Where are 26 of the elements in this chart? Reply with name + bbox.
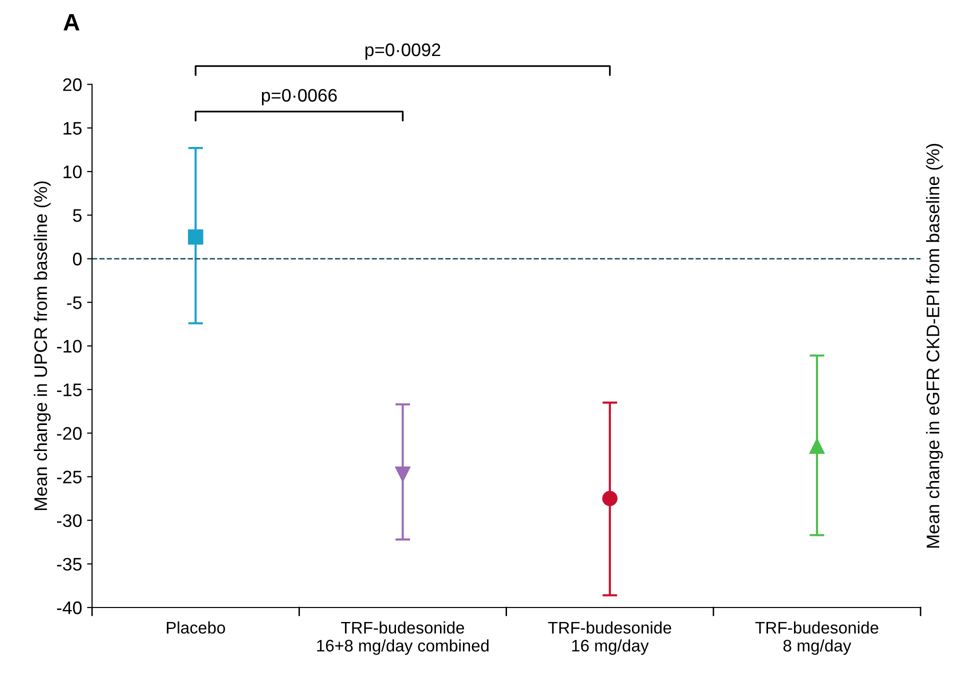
annotation: p=0·0066 (262, 88, 337, 106)
x-tick-label: TRF-budesonide 16 mg/day (548, 621, 672, 655)
y-axis-title: Mean change in UPCR from baseline (%) (34, 181, 51, 510)
y-tick-label: 5 (73, 209, 82, 222)
y-tick-label: 0 (72, 252, 82, 266)
x-tick-label: TRF-budesonide 8 mg/day (755, 621, 878, 655)
y-tick-label: -10 (57, 340, 82, 353)
y-tick-label: 10 (64, 165, 82, 178)
y-tick-label: -5 (67, 296, 82, 310)
y-tick-label: -20 (57, 427, 82, 440)
point (602, 490, 618, 506)
point (395, 466, 410, 482)
y-tick-label: -25 (57, 470, 82, 484)
y-tick-label: -30 (57, 514, 82, 528)
y-tick-label: 20 (63, 78, 82, 92)
point (188, 229, 204, 245)
point (809, 438, 825, 454)
y-tick-label: -35 (57, 558, 82, 571)
text: p=0·0092 (366, 43, 440, 60)
y2-axis-title: Mean change in eGFR CKD-EPI from baseline (%) (926, 144, 943, 548)
x-tick-label: Placebo (166, 621, 226, 634)
y-tick-label: -15 (57, 384, 82, 396)
y-tick-label: 15 (64, 122, 82, 135)
chart-title: A (64, 14, 80, 30)
y-tick-label: -40 (57, 601, 82, 614)
x-tick-label: TRF-budesonide 16+8 mg/day combined (317, 621, 489, 655)
